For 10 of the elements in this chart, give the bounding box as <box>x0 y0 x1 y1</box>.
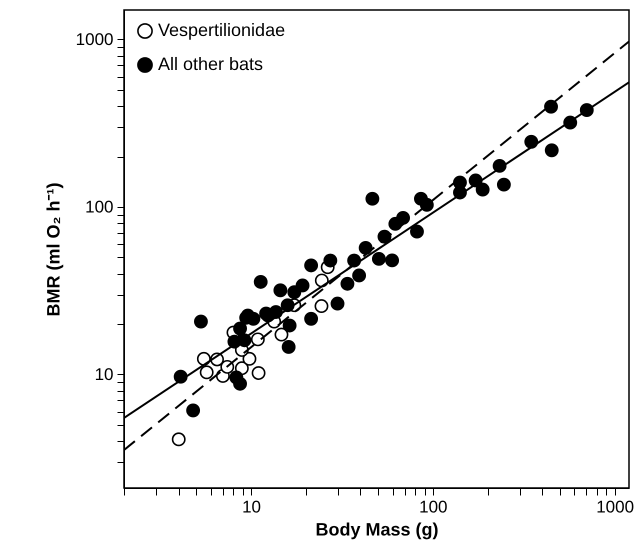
y-tick-label: 10 <box>94 364 114 384</box>
x-tick-label: 10 <box>242 498 262 516</box>
x-axis-title: Body Mass (g) <box>315 520 439 540</box>
y-tick-label: 100 <box>85 197 114 216</box>
legend-label: Vespertilionidae <box>158 20 286 40</box>
x-tick-label: 100 <box>419 498 448 516</box>
y-axis-title: BMR (ml O₂ h⁻¹) <box>44 182 64 316</box>
y-tick-label: 1000 <box>76 30 114 49</box>
legend-label: All other bats <box>158 54 264 74</box>
x-tick-label: 1000 <box>596 498 634 516</box>
